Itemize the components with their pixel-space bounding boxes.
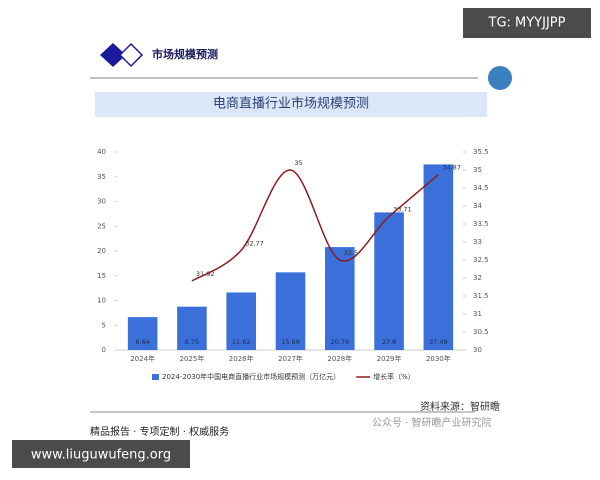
bar-value-label: 27.8 (382, 338, 396, 346)
bar-value-label: 11.62 (232, 338, 251, 346)
y-tick-label: 25 (97, 222, 106, 230)
bar-value-label: 37.49 (429, 338, 448, 346)
bar-value-label: 15.69 (281, 338, 300, 346)
bar-value-label: 6.64 (135, 338, 149, 346)
y-tick-label: 0 (102, 346, 106, 354)
bar (275, 272, 306, 350)
bar (177, 306, 207, 350)
line-value-label: 34.87 (442, 164, 461, 172)
bar (127, 317, 158, 350)
line-value-label: 32.77 (245, 239, 264, 247)
plot: 0 5 10 15 20 25 30 35 40 30 30.5 31 31.5 32 32.5 33 33.5… (97, 148, 489, 381)
bar-value-label: 20.79 (330, 338, 349, 346)
logo-diamond (100, 43, 126, 67)
line-value-label: 33.71 (393, 205, 412, 213)
bar (374, 212, 404, 350)
x-tick-label: 2025年 (180, 354, 205, 363)
growth-line (191, 169, 439, 282)
x-tick-label: 2026年 (229, 354, 254, 363)
y2-tick-label: 35 (473, 166, 482, 174)
footer-account: 公众号 · 智研瞻产业研究院 (372, 416, 492, 429)
y-tick-label: 5 (102, 321, 106, 329)
chart-title: 电商直播行业市场规模预测 (213, 96, 369, 112)
bar-value-label: 8.75 (185, 338, 199, 346)
y-tick-label: 40 (97, 148, 106, 156)
y-tick-label: 15 (97, 272, 106, 280)
x-tick-label: 2024年 (130, 354, 155, 363)
line-value-label: 32.5 (344, 249, 358, 257)
watermark: www.liuguwufeng.org (31, 448, 171, 463)
y2-tick-label: 34 (473, 202, 482, 210)
y2-tick-label: 30 (473, 346, 482, 354)
y2-tick-label: 33 (473, 238, 482, 246)
watermark-box (12, 440, 190, 468)
logo-diamond (118, 42, 144, 68)
y2-tick-label: 33.5 (473, 220, 489, 228)
y2-tick-label: 34.5 (473, 184, 489, 192)
legend-label: 2024-2030年中国电商直播行业市场规模预测（万亿元） (162, 372, 340, 381)
x-tick-label: 2030年 (426, 354, 451, 363)
x-tick-label: 2028年 (327, 354, 352, 363)
legend-swatch (152, 374, 159, 380)
y2-tick-label: 35.5 (473, 148, 489, 156)
y-tick-label: 35 (97, 173, 106, 181)
footer-services: 精品报告 · 专项定制 · 权威服务 (90, 425, 229, 438)
header-title: 市场规模预测 (152, 47, 218, 61)
badge (488, 66, 512, 90)
bar (423, 164, 454, 350)
y2-tick-label: 32 (473, 274, 482, 282)
source: 资料来源：智研瞻 (420, 400, 500, 413)
y-tick-label: 20 (97, 247, 106, 255)
line-value-label: 35 (295, 159, 303, 167)
x-tick-label: 2029年 (377, 354, 402, 363)
watermark: TG: MYYJJPP (488, 16, 566, 31)
y-tick-label: 30 (97, 198, 106, 206)
y2-tick-label: 32.5 (473, 256, 489, 264)
y2-tick-label: 31 (473, 310, 482, 318)
y2-tick-label: 31.5 (473, 292, 489, 300)
legend-label: 增长率（%） (373, 372, 415, 381)
title-band (95, 92, 487, 117)
watermark-box (463, 8, 591, 38)
y2-tick-label: 30.5 (473, 328, 489, 336)
bar (226, 292, 256, 350)
y-tick-label: 10 (97, 297, 106, 305)
bar (325, 247, 355, 350)
x-tick-label: 2027年 (278, 354, 303, 363)
